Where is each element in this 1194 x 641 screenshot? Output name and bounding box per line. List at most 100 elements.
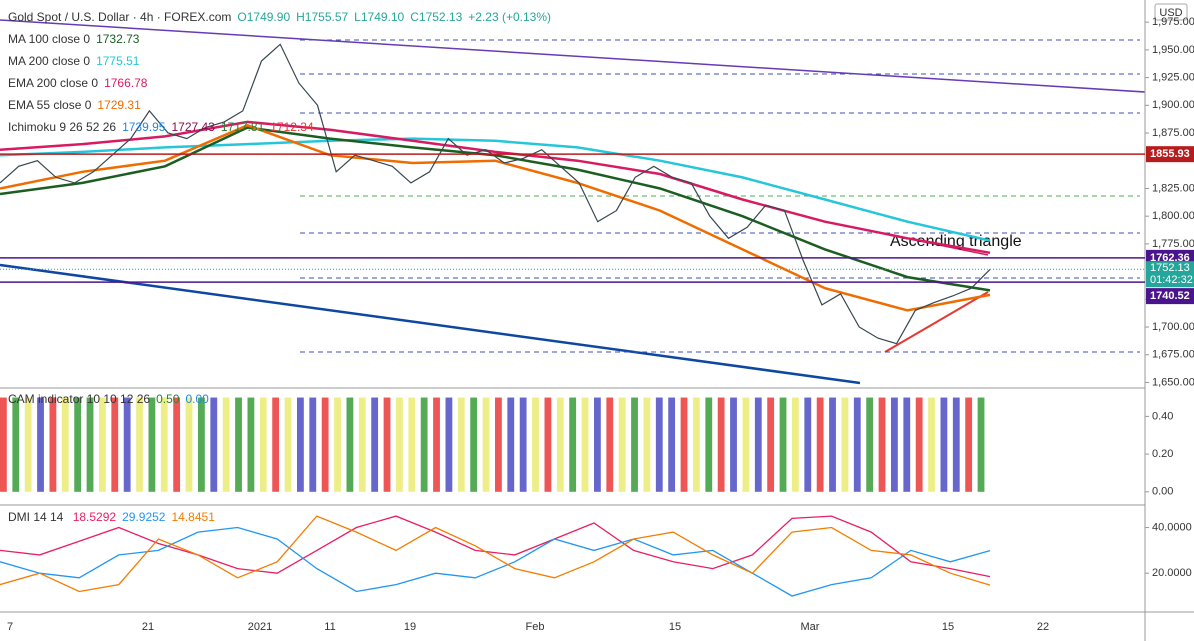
level-label: 1762.36 (1150, 252, 1190, 264)
cam-bar (569, 397, 577, 492)
cam-bar (12, 397, 20, 492)
ohlc: +2.23 (+0.13%) (468, 10, 552, 24)
cam-bar (705, 397, 713, 492)
cam-bar (841, 397, 849, 492)
y-tick-label: 1,950.00 (1152, 44, 1194, 56)
y-tick-label: 0.40 (1152, 410, 1173, 422)
dmi-legend: DMI 14 14 18.5292 29.9252 14.8451 (8, 510, 221, 524)
cam-bar (754, 397, 762, 492)
legend: Gold Spot / U.S. Dollar · 4h · FOREX.com… (8, 6, 557, 138)
cam-bar (928, 397, 935, 492)
cam-bar (358, 397, 366, 492)
ohlc: H1755.57 (296, 10, 349, 24)
moving-average (0, 123, 991, 312)
cam-bar (334, 397, 341, 492)
legend-value: 1717.81 (220, 120, 265, 134)
y-tick-label: 1,875.00 (1152, 127, 1194, 139)
cam-param: 0.50 (156, 392, 180, 406)
y-tick-label: 1,700.00 (1152, 321, 1194, 333)
moving-average (0, 137, 991, 242)
cam-bar (853, 397, 861, 492)
ohlc: O1749.90 (237, 10, 291, 24)
cam-bar (792, 397, 799, 492)
x-tick-label: 11 (324, 621, 335, 633)
cam-bar (297, 397, 304, 492)
cam-legend: CAM indicator 10 10 12 26 0.50 0.00 (8, 392, 215, 406)
y-tick-label: 40.0000 (1152, 521, 1192, 533)
cam-bar (408, 397, 416, 492)
currency: USD (1159, 7, 1182, 19)
legend-value: 1766.78 (104, 76, 148, 90)
cam-bar (804, 397, 812, 492)
cam-bar (581, 397, 589, 492)
level-label: 1855.93 (1150, 148, 1190, 160)
legend-label: Ichimoku 9 26 52 26 (8, 120, 117, 134)
cam-bar (643, 397, 651, 492)
cam-bar (235, 397, 242, 492)
dmi-value: 14.8451 (171, 510, 215, 524)
cam-bar (396, 397, 403, 492)
symbol: Gold Spot / U.S. Dollar · 4h · FOREX.com (8, 10, 232, 24)
cam-bar (272, 397, 280, 492)
x-tick-label: 22 (1037, 621, 1049, 633)
cam-bar (631, 397, 638, 492)
x-tick-label: 15 (669, 621, 681, 633)
cam-param: 0.00 (185, 392, 209, 406)
cam-bar (618, 397, 626, 492)
cam-bar (49, 397, 57, 492)
dmi-line (0, 515, 991, 578)
cam-bar (866, 397, 874, 492)
cam-bar (173, 397, 181, 492)
y-tick-label: 1,975.00 (1152, 16, 1194, 28)
cam-bar (148, 397, 156, 492)
legend-row: MA 100 close 0 1732.73 (8, 28, 557, 50)
cam-bar (111, 397, 119, 492)
last-box (1146, 261, 1194, 288)
cam-bar (309, 397, 317, 492)
legend-value: 1775.51 (96, 54, 140, 68)
dmi-line (0, 515, 991, 593)
moving-average (0, 120, 991, 255)
currency-box (1154, 3, 1188, 21)
cam-bar (668, 397, 676, 492)
countdown: 01:42:32 (1150, 274, 1193, 286)
cam-bar (594, 397, 601, 492)
cam-bar (371, 397, 379, 492)
cam-bar (198, 397, 205, 492)
cam-bar (717, 397, 725, 492)
cam-bar (532, 397, 539, 492)
y-tick-label: 1,675.00 (1152, 349, 1194, 361)
legend-value: 1727.43 (171, 120, 215, 134)
level-label: 1740.52 (1150, 290, 1190, 302)
cam-bar (940, 397, 948, 492)
cam-title: CAM indicator 10 10 12 26 (8, 392, 151, 406)
cam-bar (457, 397, 465, 492)
cam-bar (730, 397, 737, 492)
dmi-line (0, 526, 991, 597)
x-tick-label: 7 (7, 621, 13, 633)
price-line (0, 43, 991, 345)
cam-bar (952, 397, 960, 492)
trendlines (0, 19, 1146, 385)
cam-bar (0, 397, 7, 492)
x-tick-label: 19 (404, 621, 416, 633)
cam-bar (123, 397, 131, 492)
cam-bar (420, 397, 428, 492)
cam-bar (556, 397, 564, 492)
legend-label: MA 200 close 0 (8, 54, 91, 68)
header: Gold Spot / U.S. Dollar · 4h · FOREX.com… (8, 6, 557, 28)
cam-bar (507, 397, 515, 492)
y-tick-label: 1,800.00 (1152, 210, 1194, 222)
cam-bar (693, 397, 700, 492)
cam-bar (222, 397, 230, 492)
cam-bar (136, 397, 143, 492)
moving-average (0, 126, 991, 292)
cam-bar (210, 397, 218, 492)
cam-bar (891, 397, 898, 492)
cam-bar (259, 397, 267, 492)
x-tick-label: 15 (942, 621, 954, 633)
ohlc: L1749.10 (354, 10, 405, 24)
cam-bar (24, 397, 32, 492)
